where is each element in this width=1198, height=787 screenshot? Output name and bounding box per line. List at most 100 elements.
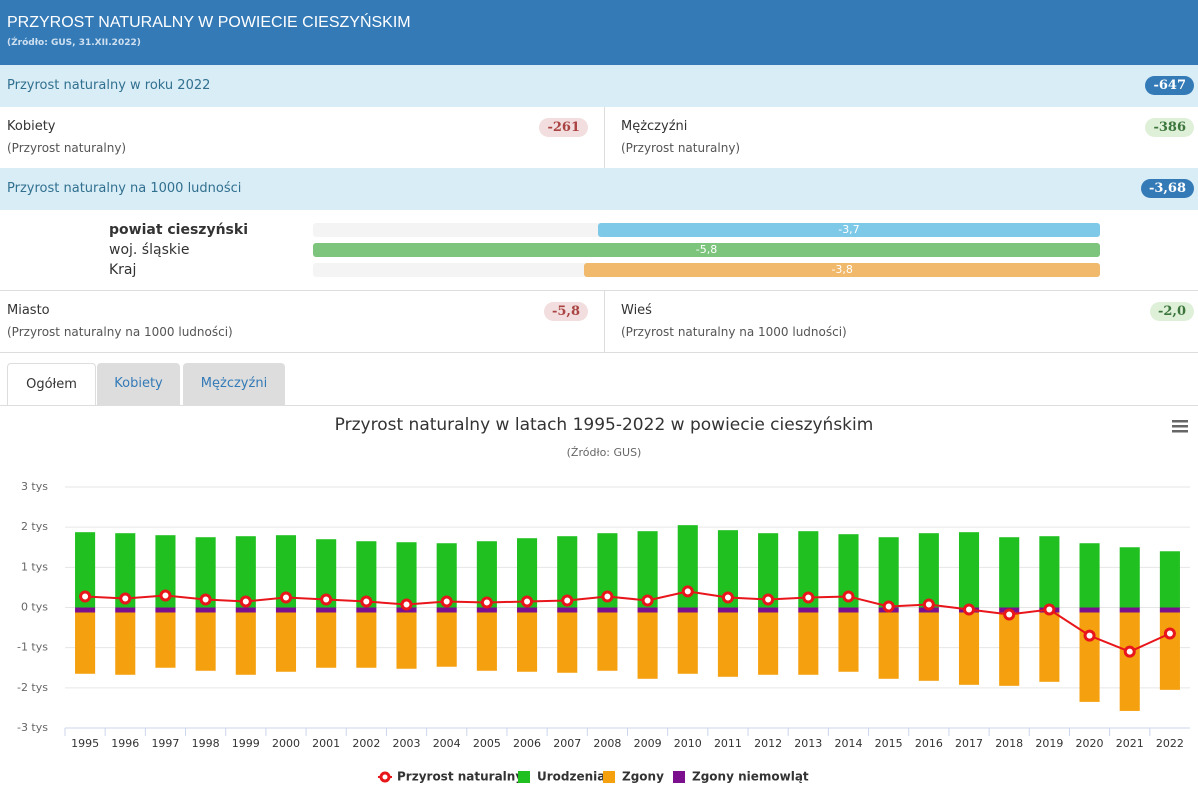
y-tick-label: 0 tys [21,601,48,614]
y-tick-label: 3 tys [21,480,48,493]
compare-bar [584,263,1100,277]
x-tick-label: 2016 [915,737,943,750]
point [721,591,734,604]
bar [235,536,256,608]
bar [396,542,417,608]
badge: -261 [539,118,588,137]
badge: -647 [1145,76,1194,95]
x-tick-label: 2019 [1035,737,1063,750]
bar [1039,612,1060,682]
point [320,593,333,606]
bar [557,536,578,608]
compare-bar [597,223,1100,237]
badge: -3,68 [1140,179,1194,198]
legend-label: Zgony [622,770,664,784]
bar [1119,547,1140,608]
point [79,590,92,603]
bar [517,612,538,672]
bar [637,612,658,679]
compare-label: Kraj [109,262,137,278]
header: PRZYROST NATURALNY W POWIECIE CIESZYŃSKI… [0,0,1198,65]
bar [356,541,377,608]
line [85,590,1171,653]
x-tick-label: 2022 [1156,737,1184,750]
point [842,590,855,603]
label: Wieś [621,303,652,318]
x-tick-label: 1997 [151,737,179,750]
bar [838,534,859,608]
bar [1039,536,1060,608]
bar [798,531,819,608]
x-tick-label: 2008 [593,737,621,750]
bar [517,607,538,613]
point [480,596,493,609]
bar [758,607,779,613]
header-title: PRZYROST NATURALNY W POWIECIE CIESZYŃSKI… [7,14,411,31]
x-tick-label: 2018 [995,737,1023,750]
legend-label: Przyrost naturalny [397,770,523,784]
bar [356,612,377,668]
bar [115,612,136,675]
bar [155,607,176,613]
bar [637,531,658,608]
point [1003,608,1016,621]
tab[interactable]: Kobiety [97,363,180,405]
bar [115,607,136,613]
x-tick-label: 2011 [714,737,742,750]
bar [316,539,337,608]
bar [878,612,899,679]
point [641,594,654,607]
point [440,595,453,608]
point [561,594,574,607]
x-tick-label: 1999 [232,737,260,750]
chart-title: Przyrost naturalny w latach 1995-2022 w … [335,415,874,435]
bar [396,612,417,669]
bar [958,612,980,685]
point [159,589,172,602]
bar [597,533,618,608]
bar [235,607,256,613]
point [1123,645,1136,658]
bar [1159,551,1180,608]
menu-icon[interactable] [1172,420,1188,433]
point [279,591,292,604]
bar [717,612,738,677]
point [119,592,132,605]
point [360,595,373,608]
point [681,585,694,598]
bar [557,612,578,673]
tab[interactable]: Mężczyźni [183,363,285,405]
x-tick-label: 2017 [955,737,983,750]
point [1083,629,1096,642]
bar [918,612,939,681]
x-tick-label: 2013 [794,737,822,750]
x-tick-label: 1995 [71,737,99,750]
bar [275,535,297,608]
point [963,603,976,616]
x-tick-label: 1996 [111,737,139,750]
sub: (Przyrost naturalny na 1000 ludności) [7,325,233,339]
label: Miasto [7,303,50,318]
bar [878,537,899,608]
bar [476,612,497,671]
point [1043,603,1056,616]
bar [316,612,337,668]
bar [999,537,1020,608]
bar [1079,612,1100,702]
bar [316,607,337,613]
y-tick-label: 1 tys [21,560,48,573]
bar [637,607,658,613]
tab[interactable]: Ogółem [7,363,96,406]
bar [235,612,256,675]
bar [798,607,819,613]
point [199,593,212,606]
label: Kobiety [7,119,56,134]
x-tick-label: 2002 [352,737,380,750]
x-tick-label: 2014 [834,737,862,750]
y-tick-label: -2 tys [17,681,48,694]
compare-value-label: -5,8 [695,243,718,256]
bar [838,607,859,613]
bar [517,538,538,608]
point [239,595,252,608]
